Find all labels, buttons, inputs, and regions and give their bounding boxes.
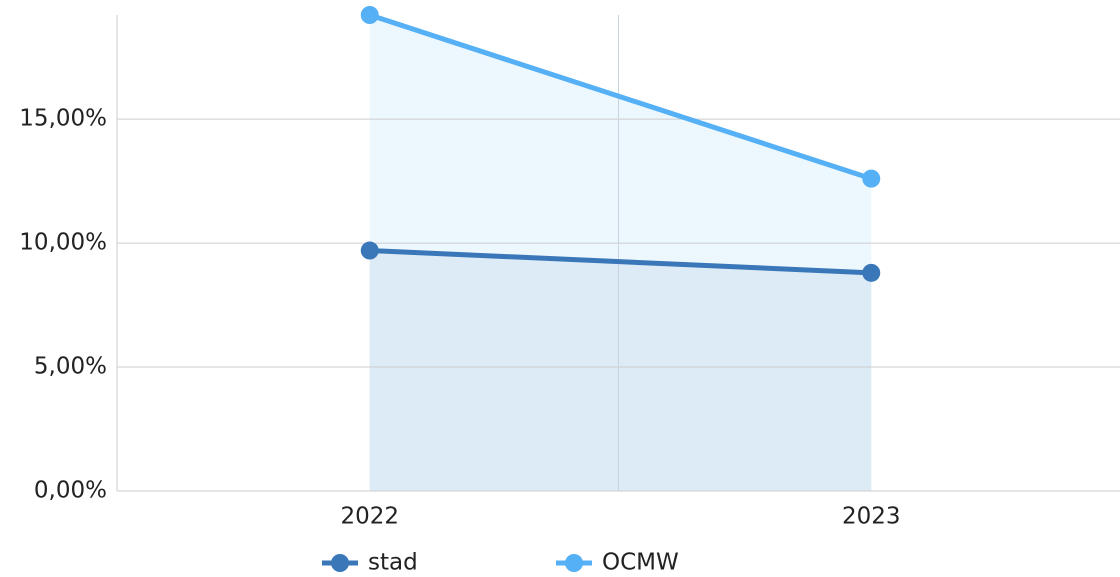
legend-item: stad	[322, 550, 418, 576]
legend-label: OCMW	[602, 550, 679, 576]
legend-marker	[565, 554, 583, 572]
x-tick-label: 2022	[340, 504, 399, 530]
point	[360, 241, 379, 260]
legend-marker	[331, 554, 349, 572]
line	[369, 248, 872, 276]
area	[369, 250, 872, 491]
legend-label: stad	[368, 550, 418, 576]
point	[360, 6, 379, 24]
y-tick-label: 10,00%	[19, 230, 107, 256]
y-tick-label: 5,00%	[34, 354, 107, 380]
y-tick-label: 0,00%	[34, 478, 107, 504]
x-tick-label: 2023	[842, 504, 901, 530]
point	[862, 169, 881, 188]
line	[368, 12, 873, 182]
point	[862, 263, 881, 282]
legend-item: OCMW	[556, 550, 679, 576]
y-tick-label: 15,00%	[19, 106, 107, 132]
